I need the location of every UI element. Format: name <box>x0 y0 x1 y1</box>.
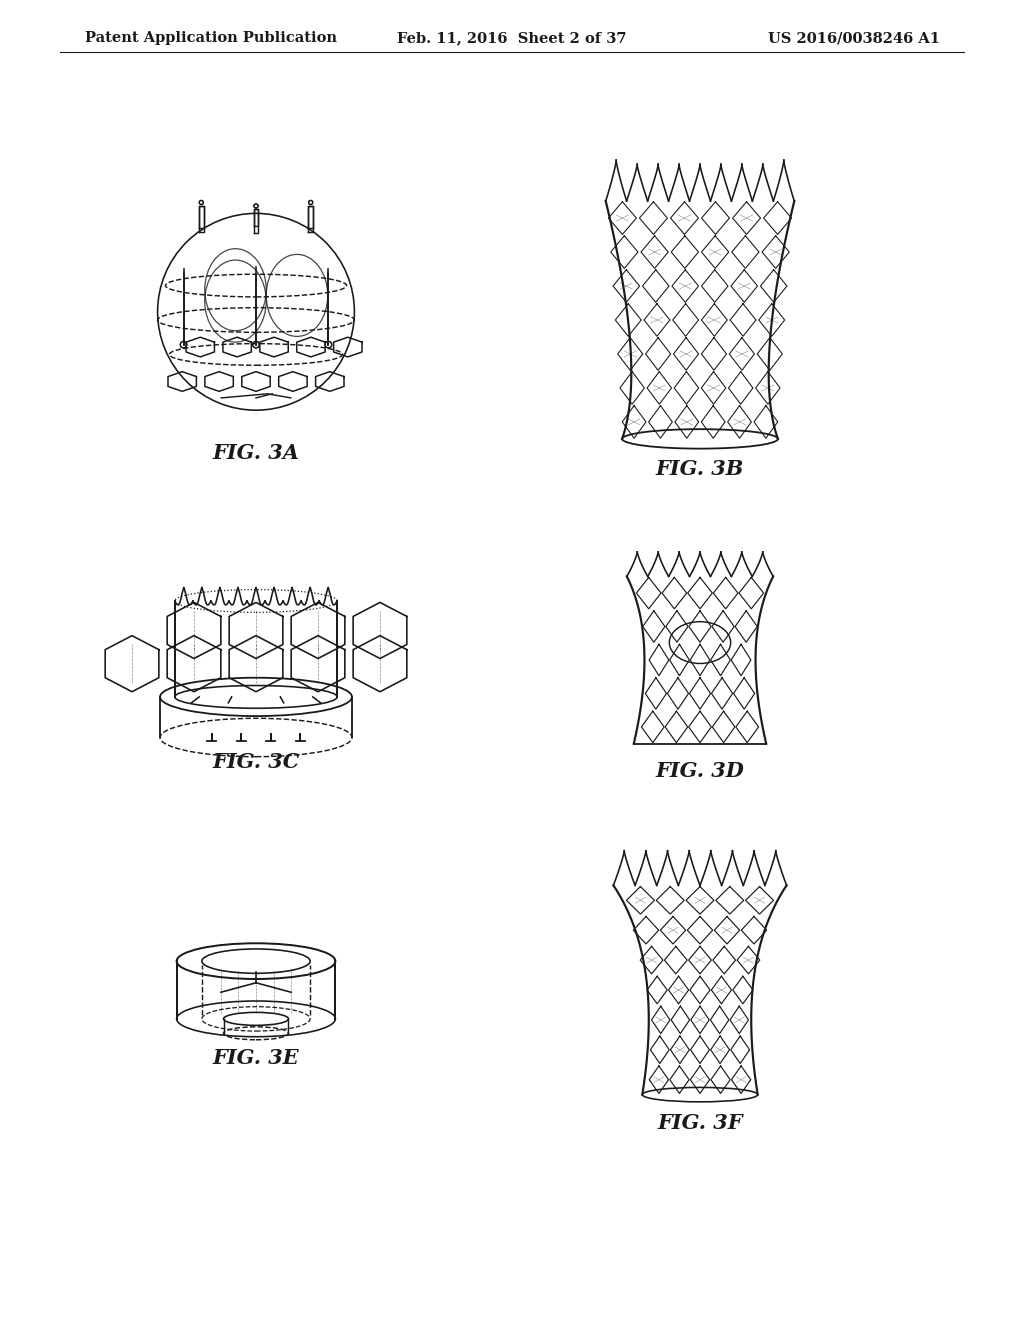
Text: FIG. 3E: FIG. 3E <box>213 1048 299 1068</box>
Text: Patent Application Publication: Patent Application Publication <box>85 30 337 45</box>
Text: US 2016/0038246 A1: US 2016/0038246 A1 <box>768 30 940 45</box>
Text: FIG. 3D: FIG. 3D <box>655 762 744 781</box>
Text: Feb. 11, 2016  Sheet 2 of 37: Feb. 11, 2016 Sheet 2 of 37 <box>397 30 627 45</box>
Text: FIG. 3B: FIG. 3B <box>655 459 744 479</box>
Text: FIG. 3F: FIG. 3F <box>657 1113 742 1133</box>
Text: FIG. 3C: FIG. 3C <box>212 752 300 772</box>
Text: FIG. 3A: FIG. 3A <box>213 444 299 463</box>
